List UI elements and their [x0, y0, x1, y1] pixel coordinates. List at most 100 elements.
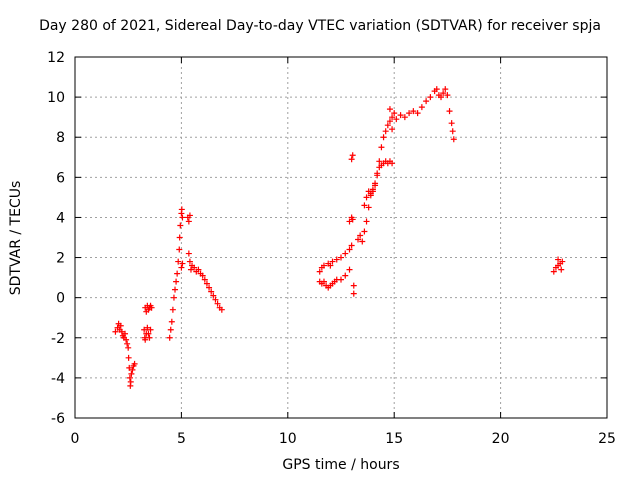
data-point-marker — [129, 366, 136, 373]
data-point-marker — [342, 250, 349, 257]
data-point-marker — [179, 214, 186, 221]
data-point-marker — [125, 344, 132, 351]
data-point-marker — [338, 276, 344, 283]
data-point-marker — [386, 118, 393, 125]
data-point-marker — [346, 266, 353, 273]
y-tick-label: 2 — [56, 251, 65, 267]
data-point-marker — [112, 328, 119, 335]
data-point-marker — [146, 334, 153, 341]
data-point-marker — [449, 128, 456, 135]
data-point-marker — [397, 112, 404, 119]
y-tick-label: -4 — [51, 371, 65, 387]
data-point-marker — [380, 134, 387, 141]
data-point-marker — [208, 288, 215, 295]
data-point-marker — [127, 378, 134, 385]
data-point-marker — [144, 324, 151, 331]
data-point-marker — [406, 110, 413, 117]
data-point-marker — [393, 116, 400, 123]
data-point-marker — [361, 228, 368, 235]
data-point-marker — [176, 246, 183, 253]
data-point-marker — [348, 242, 355, 249]
data-point-marker — [423, 98, 430, 105]
data-point-marker — [177, 222, 184, 229]
data-point-marker — [201, 276, 208, 283]
data-point-marker — [386, 106, 393, 113]
data-point-marker — [376, 158, 383, 165]
data-point-marker — [342, 272, 349, 279]
x-tick-label: 0 — [71, 431, 80, 447]
data-point-marker — [444, 92, 451, 99]
data-point-marker — [168, 318, 175, 325]
data-point-marker — [117, 322, 124, 329]
data-point-marker — [195, 266, 202, 273]
data-point-marker — [174, 270, 181, 277]
data-point-marker — [178, 206, 185, 213]
data-point-marker — [175, 258, 182, 265]
y-tick-label: 0 — [56, 291, 65, 307]
data-point-marker — [172, 286, 179, 293]
x-tick-label: 20 — [492, 431, 510, 447]
data-point-marker — [357, 232, 364, 239]
data-points — [112, 86, 566, 389]
data-point-marker — [179, 260, 186, 267]
data-point-marker — [187, 266, 194, 273]
data-point-marker — [148, 304, 155, 311]
data-point-marker — [374, 170, 381, 177]
data-point-marker — [126, 364, 133, 371]
data-point-marker — [185, 250, 192, 257]
data-point-marker — [350, 282, 357, 289]
data-point-marker — [349, 216, 356, 223]
data-point-marker — [123, 336, 130, 343]
data-point-marker — [350, 290, 357, 297]
data-point-marker — [442, 86, 449, 93]
data-point-marker — [555, 256, 562, 263]
data-point-marker — [448, 120, 455, 127]
data-point-marker — [382, 128, 389, 135]
data-point-marker — [355, 236, 362, 243]
data-point-marker — [348, 156, 355, 163]
data-point-marker — [206, 284, 213, 291]
data-point-marker — [176, 234, 183, 241]
data-point-marker — [210, 292, 217, 299]
grid-lines — [75, 57, 607, 418]
data-point-marker — [141, 326, 148, 333]
data-point-marker — [191, 264, 198, 271]
chart-title: Day 280 of 2021, Sidereal Day-to-day VTE… — [39, 18, 601, 34]
y-tick-label: -2 — [51, 331, 65, 347]
data-point-marker — [320, 262, 327, 269]
data-point-marker — [389, 160, 396, 167]
x-tick-label: 5 — [177, 431, 186, 447]
data-point-marker — [378, 144, 385, 151]
data-point-marker — [346, 246, 353, 253]
data-point-marker — [365, 204, 372, 211]
y-tick-label: 12 — [47, 50, 65, 66]
data-point-marker — [440, 90, 447, 97]
data-point-marker — [559, 258, 566, 265]
data-point-marker — [418, 104, 425, 111]
data-point-marker — [361, 202, 368, 209]
data-point-marker — [214, 300, 221, 307]
data-point-marker — [128, 370, 135, 377]
data-point-marker — [199, 272, 206, 279]
data-point-marker — [186, 212, 193, 219]
data-point-marker — [346, 218, 353, 225]
data-point-marker — [427, 94, 434, 101]
data-point-marker — [131, 360, 138, 367]
data-point-marker — [389, 114, 396, 121]
data-point-marker — [389, 126, 396, 133]
x-tick-label: 10 — [279, 431, 297, 447]
axis-ticks: 0 5 10 15 20 25 -6 -4 -2 0 2 4 6 8 10 12 — [47, 50, 616, 447]
data-point-marker — [333, 256, 340, 263]
plot-frame — [74, 56, 608, 419]
data-point-marker — [169, 306, 176, 313]
data-point-marker — [203, 280, 210, 287]
data-point-marker — [446, 108, 453, 115]
data-point-marker — [329, 258, 336, 265]
data-point-marker — [384, 122, 391, 129]
data-point-marker — [401, 114, 408, 121]
data-point-marker — [372, 182, 379, 189]
data-point-marker — [125, 354, 132, 361]
data-point-marker — [185, 218, 192, 225]
data-point-marker — [170, 294, 177, 301]
y-tick-label: 10 — [47, 90, 65, 106]
